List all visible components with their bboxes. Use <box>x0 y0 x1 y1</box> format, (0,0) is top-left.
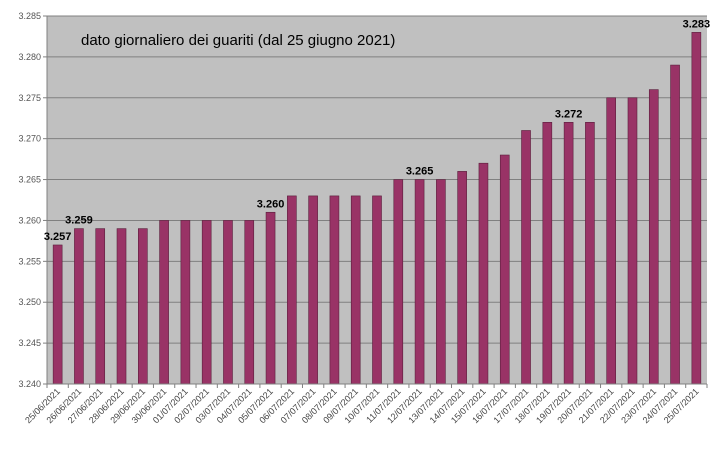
bar <box>606 97 616 385</box>
y-tick-label: 3.280 <box>18 52 41 62</box>
bar <box>414 179 425 385</box>
bar <box>542 122 553 385</box>
bar <box>585 122 595 385</box>
y-tick-label: 3.265 <box>18 175 41 185</box>
bar <box>74 228 84 385</box>
bar <box>201 220 212 385</box>
bar <box>691 32 702 385</box>
bar <box>223 220 233 385</box>
y-tick-label: 3.260 <box>18 215 41 225</box>
y-tick-label: 3.285 <box>18 11 41 21</box>
bar <box>563 122 574 385</box>
bar <box>159 220 169 385</box>
bar <box>308 195 318 385</box>
y-tick-label: 3.245 <box>18 338 41 348</box>
bar <box>329 195 340 385</box>
chart-title: dato giornaliero dei guariti (dal 25 giu… <box>81 32 395 49</box>
bar <box>670 64 680 385</box>
bar <box>499 154 510 385</box>
bars <box>46 32 708 388</box>
data-label: 3.259 <box>65 215 93 227</box>
data-label: 3.283 <box>683 18 711 30</box>
data-label: 3.260 <box>257 198 285 210</box>
bar <box>116 228 127 385</box>
data-label: 3.272 <box>555 108 583 120</box>
bar <box>393 179 404 385</box>
bar <box>138 228 148 385</box>
bar <box>265 211 276 385</box>
bar <box>372 195 382 385</box>
y-tick-label: 3.240 <box>18 379 41 389</box>
axes <box>46 16 707 385</box>
y-tick-label: 3.250 <box>18 297 41 307</box>
y-tick-label: 3.275 <box>18 93 41 103</box>
y-tick-labels: 3.240 3.245 3.250 3.255 3.260 3.265 3.270 3.275… <box>18 11 41 389</box>
bar <box>478 162 489 385</box>
bar <box>648 89 659 385</box>
bar <box>244 220 255 385</box>
bar <box>350 195 361 385</box>
data-labels: 3.257 3.259 3.260 3.265 3.272 3.283 <box>44 18 710 243</box>
bar <box>436 179 446 385</box>
bar <box>521 130 531 385</box>
bar <box>287 195 297 385</box>
y-tick-label: 3.255 <box>18 256 41 266</box>
data-label: 3.265 <box>406 166 434 178</box>
bar <box>52 244 63 385</box>
bar <box>627 97 638 385</box>
bar <box>95 228 106 385</box>
bar <box>457 171 467 385</box>
bar <box>180 220 191 385</box>
data-label: 3.257 <box>44 231 72 243</box>
y-tick-label: 3.270 <box>18 134 41 144</box>
